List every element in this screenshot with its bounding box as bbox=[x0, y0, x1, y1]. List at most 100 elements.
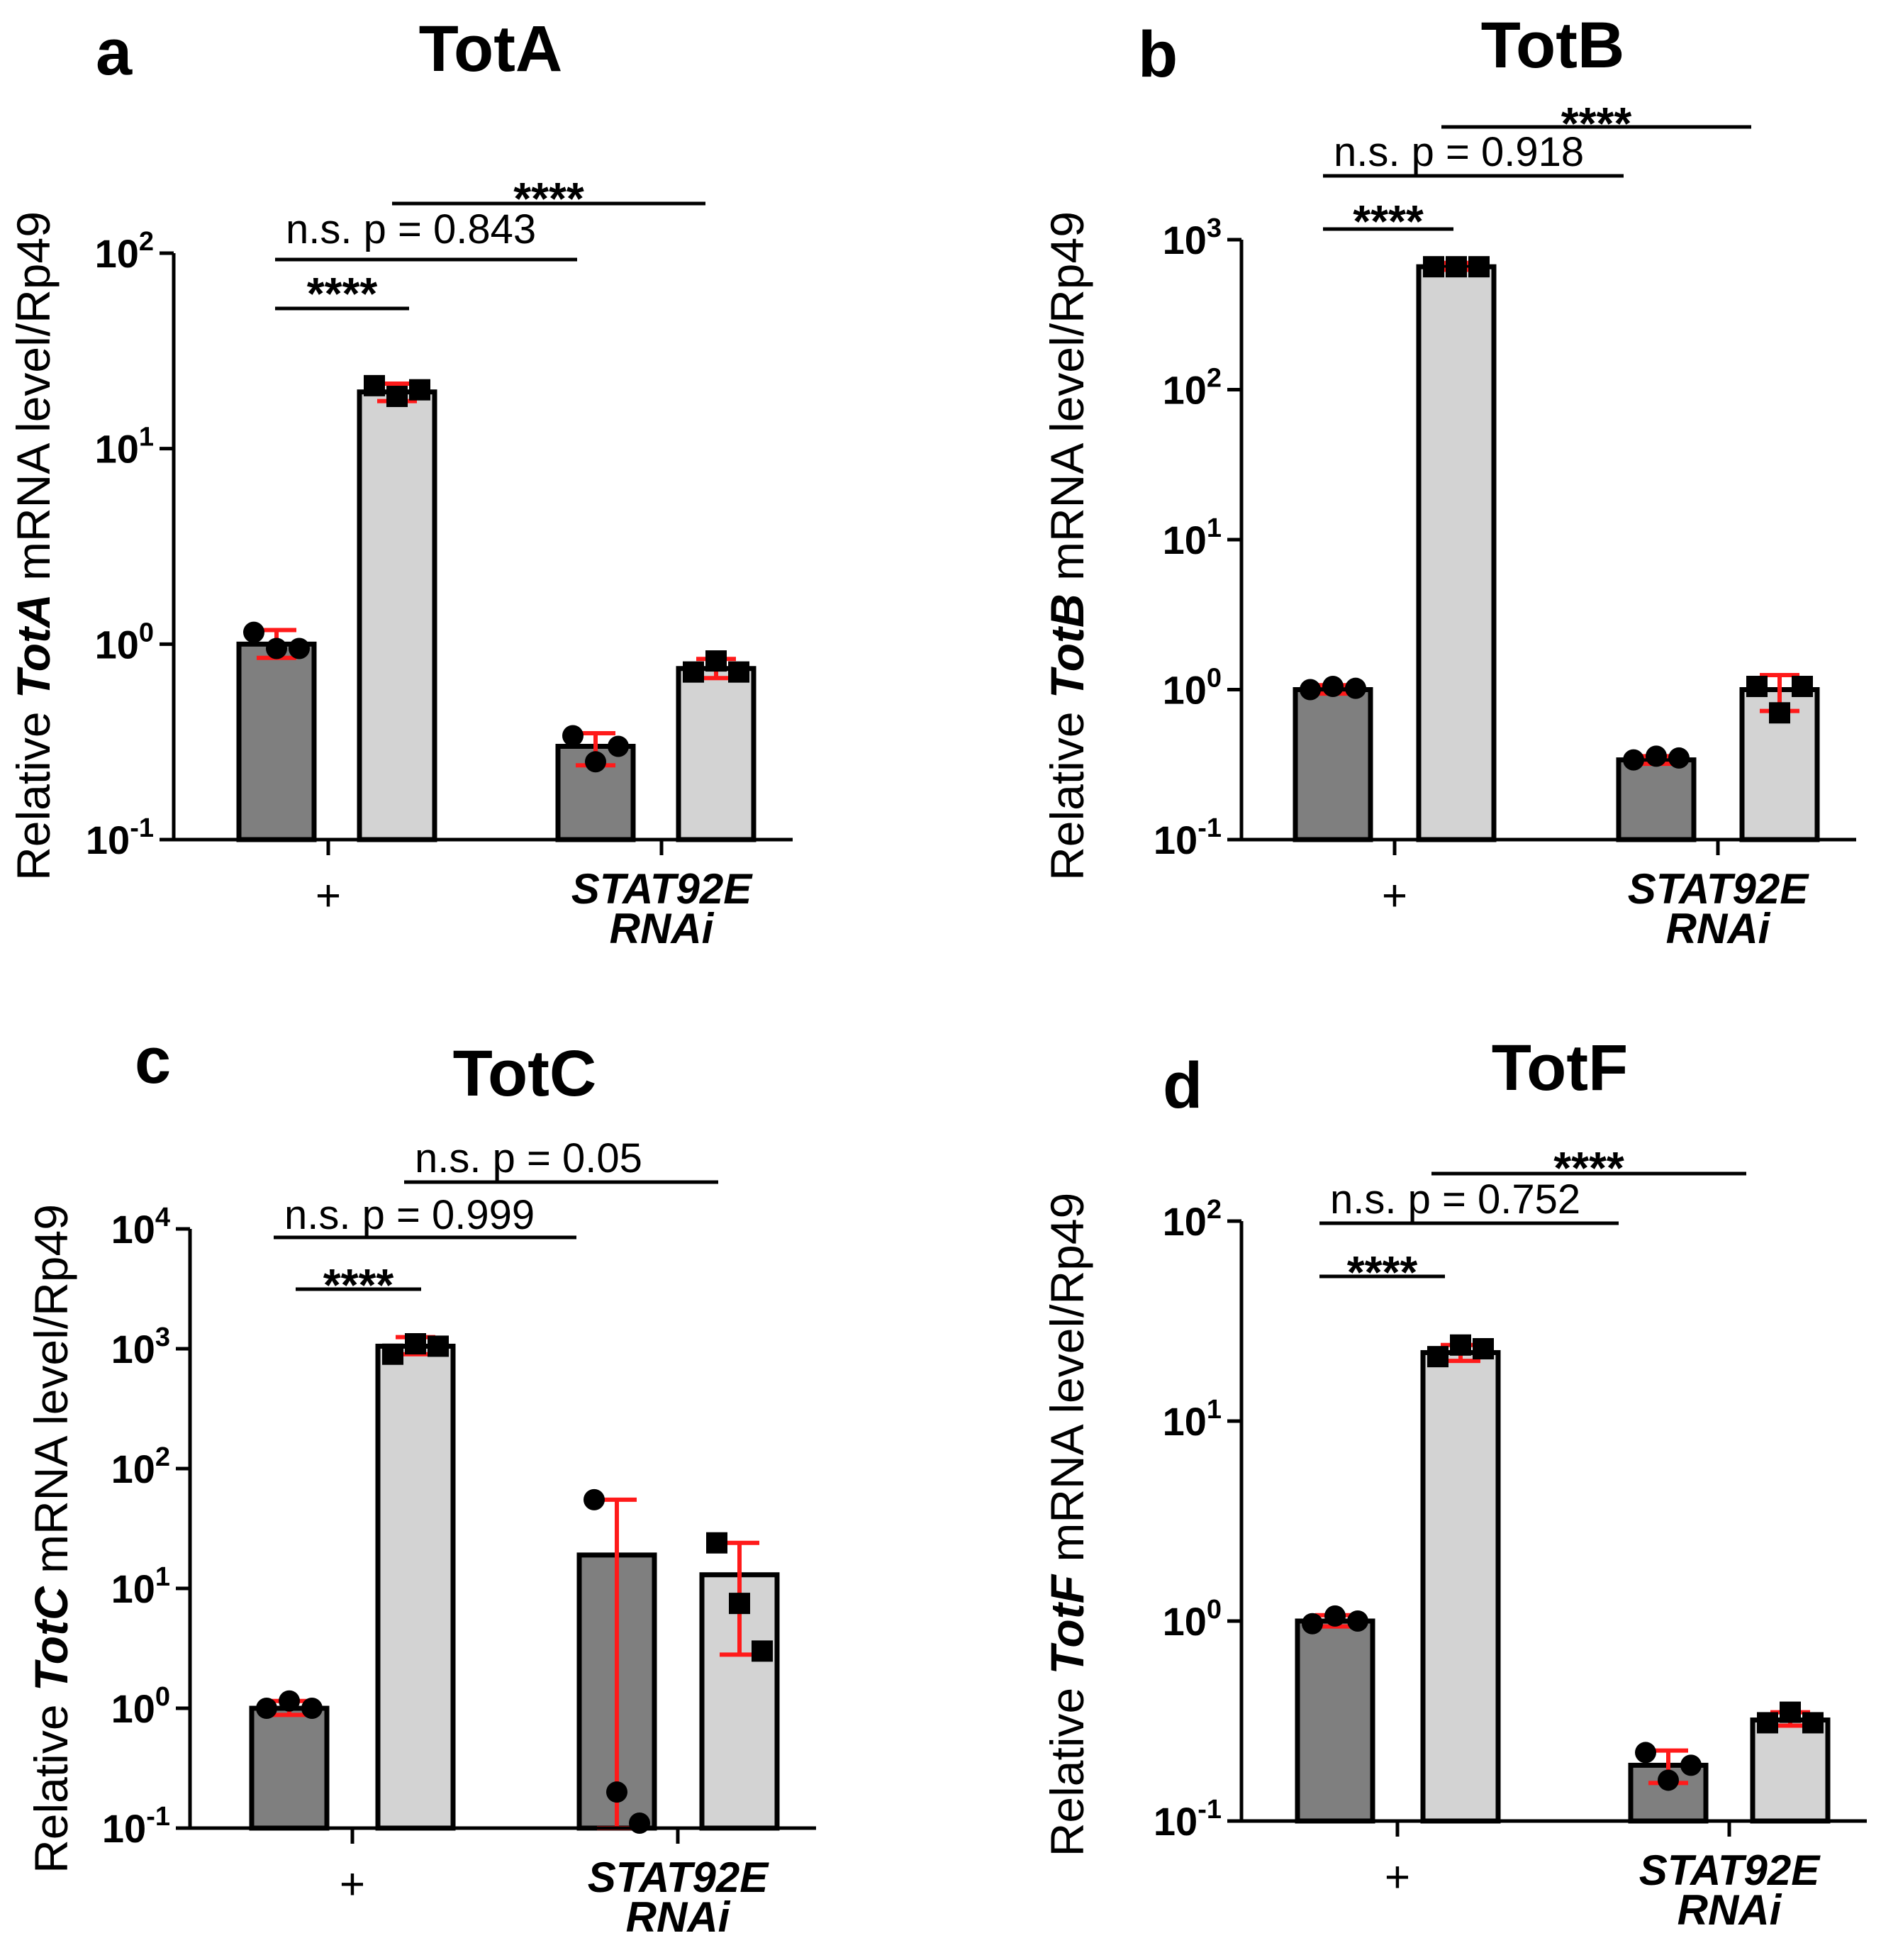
x-category-label: STAT92E RNAi bbox=[588, 1854, 769, 1941]
significance-stars: **** bbox=[1553, 1142, 1624, 1193]
significance-stars: **** bbox=[1347, 1247, 1418, 1298]
data-point bbox=[729, 1593, 750, 1615]
panel-letter: b bbox=[1138, 18, 1178, 91]
data-point bbox=[585, 751, 606, 773]
x-category-label: + bbox=[1385, 1853, 1410, 1902]
x-category-label: + bbox=[316, 872, 341, 920]
data-point bbox=[266, 637, 287, 659]
data-point bbox=[1802, 1712, 1824, 1734]
y-axis-label: Relative TotF mRNA level/Rp49 bbox=[1041, 1193, 1093, 1856]
y-tick-label: 101 bbox=[1163, 513, 1222, 562]
bar bbox=[236, 641, 317, 842]
data-point bbox=[606, 1781, 627, 1803]
chart-panel-a: a TotA 102 101 100 10-1 + STAT92E RNAi Relative T… bbox=[7, 13, 793, 952]
data-point bbox=[728, 661, 749, 683]
y-tick-label: 10-1 bbox=[102, 1802, 170, 1851]
data-point bbox=[1473, 1337, 1494, 1359]
significance-label: n.s. p = 0.999 bbox=[284, 1192, 535, 1238]
data-point bbox=[289, 637, 310, 659]
data-point bbox=[1347, 1610, 1368, 1632]
data-point bbox=[1322, 676, 1344, 698]
data-point bbox=[382, 1343, 403, 1365]
bar bbox=[357, 389, 437, 842]
data-point bbox=[1668, 747, 1690, 769]
panel-letter: d bbox=[1163, 1049, 1202, 1122]
data-point bbox=[279, 1690, 300, 1712]
y-axis-label: Relative TotC mRNA level/Rp49 bbox=[25, 1204, 77, 1873]
panel-letter: c bbox=[135, 1025, 171, 1097]
data-point bbox=[1446, 256, 1467, 278]
x-category-label: + bbox=[340, 1860, 365, 1909]
data-point bbox=[301, 1698, 323, 1719]
y-tick-label: 102 bbox=[111, 1442, 170, 1491]
y-tick-label: 103 bbox=[1163, 213, 1222, 262]
y-tick-label: 100 bbox=[1163, 1595, 1222, 1644]
y-tick-label: 100 bbox=[1163, 664, 1222, 713]
data-point bbox=[683, 661, 704, 683]
y-tick-label: 101 bbox=[95, 423, 154, 472]
bar bbox=[1616, 757, 1697, 842]
data-point bbox=[1635, 1742, 1656, 1764]
significance-label: n.s. p = 0.752 bbox=[1330, 1176, 1580, 1223]
y-tick-label: 100 bbox=[95, 618, 154, 667]
panel-letter: a bbox=[96, 16, 133, 89]
x-category-label: STAT92E RNAi bbox=[1639, 1847, 1821, 1934]
data-point bbox=[1769, 702, 1790, 724]
y-tick-label: 104 bbox=[111, 1203, 170, 1252]
data-point bbox=[1780, 1701, 1801, 1723]
significance-stars: **** bbox=[323, 1259, 394, 1310]
data-point bbox=[706, 1532, 727, 1554]
y-tick-label: 102 bbox=[95, 227, 154, 276]
data-point bbox=[1792, 676, 1813, 698]
chart-title: TotA bbox=[419, 13, 563, 85]
chart-title: TotF bbox=[1492, 1032, 1628, 1104]
chart-panel-c: c TotC 104 103 102 101 100 10-1 + STAT92E RNAi Rela… bbox=[25, 1025, 816, 1941]
y-axis-label: Relative TotB mRNA level/Rp49 bbox=[1041, 211, 1093, 881]
data-point bbox=[243, 621, 264, 643]
chart-title: TotB bbox=[1481, 9, 1625, 82]
data-point bbox=[1450, 1334, 1471, 1356]
data-point bbox=[405, 1333, 426, 1355]
data-point bbox=[1646, 745, 1667, 767]
data-point bbox=[1746, 676, 1768, 698]
data-point bbox=[562, 725, 584, 747]
y-tick-label: 101 bbox=[111, 1562, 170, 1611]
data-point bbox=[1468, 256, 1490, 278]
y-tick-label: 102 bbox=[1163, 1195, 1222, 1244]
data-point bbox=[1757, 1712, 1778, 1734]
data-point bbox=[1658, 1769, 1679, 1791]
chart-panel-b: b TotB 103 102 101 100 10-1 + STAT92E RNAi Relativ… bbox=[1041, 9, 1856, 952]
significance-stars: **** bbox=[1353, 196, 1424, 247]
data-point bbox=[1345, 677, 1366, 699]
data-point bbox=[409, 379, 430, 401]
data-point bbox=[1427, 1346, 1448, 1368]
data-point bbox=[364, 374, 385, 396]
significance-label: n.s. p = 0.843 bbox=[286, 206, 536, 252]
data-point bbox=[629, 1813, 650, 1834]
data-point bbox=[752, 1640, 773, 1662]
data-point bbox=[1302, 1613, 1323, 1635]
bar bbox=[1420, 1349, 1501, 1824]
data-point bbox=[608, 735, 629, 757]
x-category-label: STAT92E RNAi bbox=[571, 865, 753, 952]
y-tick-label: 101 bbox=[1163, 1395, 1222, 1444]
y-axis-label: Relative TotA mRNA level/Rp49 bbox=[7, 211, 60, 881]
y-tick-label: 10-1 bbox=[1154, 1795, 1222, 1844]
significance-label: n.s. p = 0.05 bbox=[415, 1135, 642, 1181]
bar bbox=[375, 1343, 456, 1831]
chart-title: TotC bbox=[453, 1037, 597, 1110]
y-tick-label: 103 bbox=[111, 1323, 170, 1371]
significance-stars: **** bbox=[513, 173, 584, 224]
bar bbox=[249, 1705, 330, 1831]
y-tick-label: 100 bbox=[111, 1682, 170, 1731]
data-point bbox=[256, 1698, 277, 1719]
data-point bbox=[1680, 1754, 1702, 1776]
bar bbox=[676, 666, 757, 842]
significance-stars: **** bbox=[1561, 98, 1632, 149]
bar bbox=[1295, 1618, 1375, 1824]
data-point bbox=[1623, 749, 1644, 771]
bar bbox=[1750, 1717, 1831, 1824]
y-tick-label: 102 bbox=[1163, 364, 1222, 413]
significance-label: n.s. p = 0.918 bbox=[1334, 129, 1584, 175]
x-category-label: + bbox=[1382, 872, 1407, 920]
